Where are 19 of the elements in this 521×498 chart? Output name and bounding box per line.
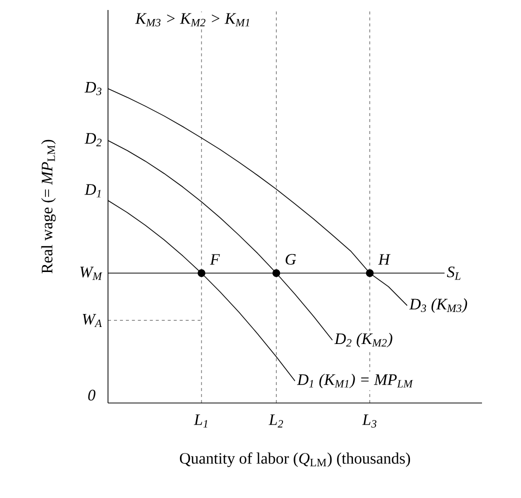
- series-label: S$_{L}$: [446, 266, 460, 280]
- annotation: G: [286, 254, 296, 265]
- text: D$_{1}$: [84, 184, 101, 198]
- x-tick-label: L$_{2}$: [268, 414, 284, 428]
- series-label: D$_{1}$ (K$_{M1}$) = MP$_{LM}$: [297, 374, 414, 388]
- text: 0: [88, 390, 96, 401]
- x-tick-label: L$_{3}$: [362, 414, 376, 428]
- text: W$_{M}$: [80, 266, 102, 280]
- series-label: D$_{2}$ (K$_{M2}$): [334, 332, 392, 348]
- text: D$_{2}$: [84, 133, 102, 146]
- y-axis-title: Real wage (= MP$_{LM}$): [41, 140, 56, 274]
- x-tick-label: L$_{1}$: [194, 414, 208, 428]
- x-axis-title: Quantity of labor (Q$_{LM}$) (thousands): [180, 452, 410, 468]
- annotation: H: [378, 254, 391, 265]
- series-label: D$_{3}$ (K$_{M3}$): [409, 298, 468, 313]
- text: K$_{M3}$ > K$_{M2}$ > K$_{M1}$: [135, 13, 250, 26]
- text: D$_{3}$: [84, 82, 102, 96]
- annotation: F: [210, 254, 220, 265]
- text: W$_{A}$: [82, 314, 102, 327]
